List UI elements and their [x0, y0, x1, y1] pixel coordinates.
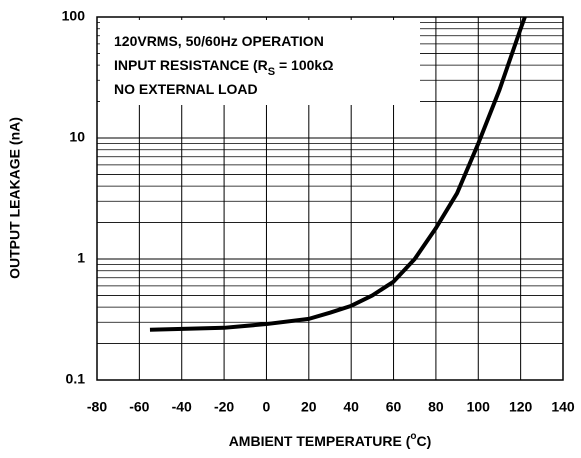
- x-tick-label: -40: [172, 399, 192, 415]
- x-tick-label: 60: [386, 399, 402, 415]
- x-tick-label: 140: [551, 399, 575, 415]
- x-tick-label: 40: [343, 399, 359, 415]
- text-part: S: [268, 66, 275, 78]
- text-part: INPUT RESISTANCE (R: [114, 57, 268, 73]
- x-tick-label: 120: [509, 399, 533, 415]
- x-tick-label: -80: [87, 399, 107, 415]
- y-axis-label: OUTPUT LEAKAGE (nA): [7, 117, 23, 279]
- text-part: = 100kΩ: [275, 57, 333, 73]
- text-part: AMBIENT TEMPERATURE (: [229, 433, 411, 449]
- x-tick-label: 80: [428, 399, 444, 415]
- y-tick-label: 100: [62, 8, 86, 24]
- x-tick-label: 100: [467, 399, 491, 415]
- text-part: 120VRMS, 50/60Hz OPERATION: [114, 33, 324, 49]
- plot-frame: [96, 16, 564, 381]
- x-tick-label: 20: [301, 399, 317, 415]
- x-tick-label: -20: [214, 399, 234, 415]
- data-line: [149, 16, 527, 332]
- text-part: NO EXTERNAL LOAD: [114, 81, 258, 97]
- annotation-box: [100, 20, 420, 105]
- x-axis-label: AMBIENT TEMPERATURE (oC): [229, 431, 432, 449]
- y-tick-label: 1: [77, 250, 85, 266]
- annotations: 120VRMS, 50/60Hz OPERATION INPUT RESISTAN…: [114, 33, 333, 97]
- y-tick-label: 10: [69, 129, 85, 145]
- annotation: INPUT RESISTANCE (RS = 100kΩ: [114, 57, 333, 78]
- annotation: 120VRMS, 50/60Hz OPERATION: [114, 33, 324, 49]
- text-part: o: [410, 431, 416, 442]
- text-part: C): [417, 433, 432, 449]
- y-tick-label: 0.1: [66, 371, 86, 387]
- x-tick-label: -60: [129, 399, 149, 415]
- annotation: NO EXTERNAL LOAD: [114, 81, 258, 97]
- x-tick-label: 0: [263, 399, 271, 415]
